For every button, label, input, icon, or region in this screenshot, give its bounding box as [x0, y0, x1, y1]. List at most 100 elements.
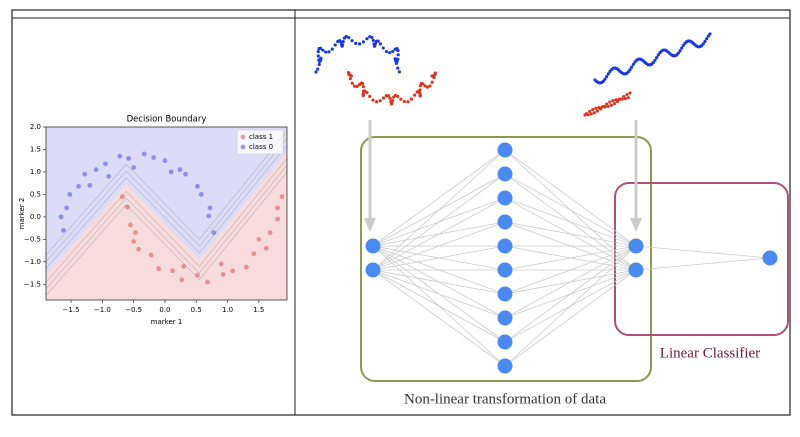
sketch-dot	[586, 113, 590, 117]
sketch-dot	[317, 62, 321, 67]
sketch-dot	[392, 95, 396, 99]
frame	[11, 9, 791, 416]
legend-label: class 0	[249, 143, 273, 151]
node	[628, 262, 644, 278]
sketch-dot	[361, 89, 366, 93]
sketch-dot	[428, 84, 432, 88]
sketch-dot	[396, 49, 400, 53]
point	[177, 167, 183, 173]
point	[275, 216, 281, 222]
sketch-dot	[631, 62, 635, 67]
sketch-dot	[357, 83, 362, 87]
point	[267, 230, 273, 235]
sketch-dot	[384, 94, 388, 98]
sketch-dot	[402, 99, 406, 104]
point	[82, 171, 88, 177]
sketch-dot	[609, 103, 613, 107]
edge	[372, 245, 506, 271]
sketch-dot	[316, 54, 320, 58]
edge	[372, 269, 506, 295]
sketch-dot	[327, 50, 331, 54]
point	[87, 183, 93, 188]
node	[497, 166, 513, 182]
point	[124, 204, 130, 210]
point	[131, 239, 137, 244]
sketch-dot	[393, 58, 398, 62]
point	[106, 174, 111, 179]
sketch-dot	[370, 35, 374, 39]
point	[207, 205, 213, 211]
x-tick-label: −1.5	[63, 306, 80, 314]
node	[497, 238, 513, 254]
sketch-dot	[355, 84, 359, 88]
sketch-dot	[605, 75, 609, 79]
point	[206, 213, 212, 219]
sketch-dot	[625, 92, 629, 97]
edge	[372, 197, 506, 271]
x-tick-label: 0.5	[191, 306, 202, 314]
point	[151, 155, 157, 160]
point	[275, 205, 281, 211]
point	[64, 205, 70, 211]
node	[497, 190, 513, 206]
sketch-dot	[681, 43, 685, 48]
sketch-dot	[333, 43, 337, 47]
contour-line	[45, 131, 288, 256]
node	[628, 238, 644, 254]
node	[497, 262, 513, 278]
sketch-dot	[612, 102, 617, 106]
sketch-dot	[399, 97, 403, 101]
edge	[372, 173, 506, 271]
edge	[372, 221, 506, 271]
contour-line	[45, 165, 288, 289]
sketch-dot	[606, 104, 610, 108]
sketch-dot	[318, 46, 323, 50]
edge	[504, 197, 637, 247]
node	[497, 310, 513, 326]
sketch-dot	[397, 70, 402, 74]
point	[156, 266, 162, 271]
point	[103, 161, 108, 167]
sketch-dot	[589, 112, 593, 116]
y-axis-label: marker 2	[18, 198, 26, 230]
edge	[504, 245, 637, 271]
classifier-box	[614, 182, 789, 336]
x-axis-label: marker 1	[151, 318, 183, 326]
y-tick-label: 1.5	[30, 145, 41, 153]
node	[497, 334, 513, 350]
sketch-dot	[350, 81, 354, 85]
sketch-dot	[655, 56, 659, 60]
sketch-dot	[626, 70, 630, 74]
point	[128, 222, 133, 228]
edge	[504, 245, 637, 319]
point	[170, 268, 175, 274]
edge	[504, 245, 637, 295]
point	[119, 194, 125, 200]
x-tick-label: −1.0	[94, 306, 111, 314]
contour-line	[45, 158, 288, 283]
legend-marker	[240, 134, 246, 140]
sketch-dot	[317, 58, 321, 62]
point	[205, 279, 210, 285]
sketch-dot	[341, 39, 345, 44]
edge	[504, 173, 637, 247]
sketch-dot	[349, 74, 354, 78]
point	[183, 171, 188, 177]
x-tick-label: −0.5	[125, 306, 142, 314]
y-tick-label: −0.5	[24, 235, 41, 243]
point	[126, 156, 132, 161]
sketch-dot	[651, 60, 655, 65]
sketch-dot	[378, 99, 382, 103]
node	[497, 142, 513, 158]
sketch-dot	[611, 99, 615, 103]
sketch-dot	[701, 42, 705, 46]
sketch-dot	[432, 75, 436, 80]
legend-marker	[240, 144, 246, 150]
sketch-dot	[394, 61, 399, 65]
contour-line	[45, 138, 288, 262]
sketch-dot	[371, 38, 375, 42]
sketch-dot	[361, 40, 366, 44]
point	[136, 246, 142, 252]
sketch-dot	[376, 39, 380, 43]
sketch-dot	[358, 42, 362, 46]
